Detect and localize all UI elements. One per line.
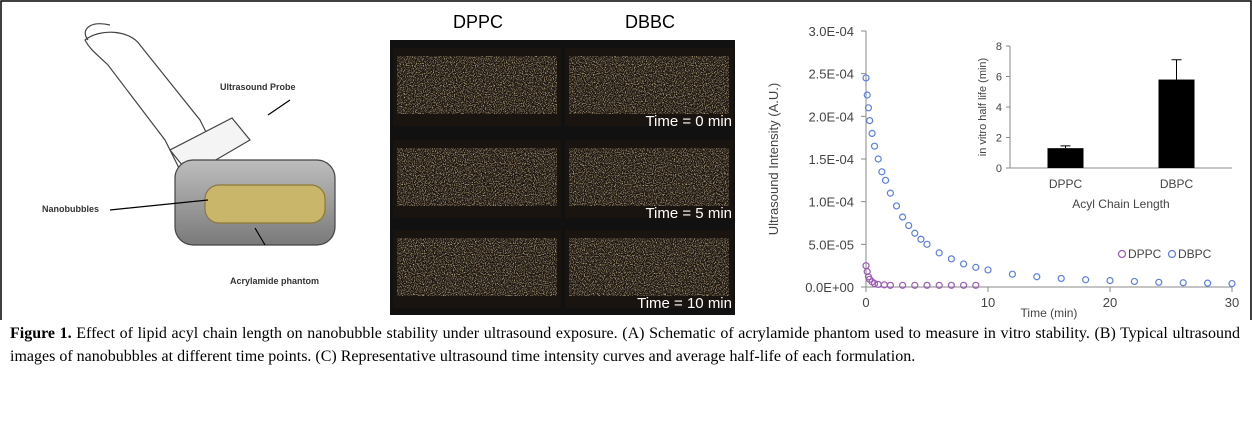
point bbox=[878, 168, 886, 176]
nanobubble-region bbox=[204, 184, 326, 224]
point bbox=[868, 129, 876, 137]
y-tick-label: 2.0E-04 bbox=[808, 109, 854, 124]
point bbox=[947, 281, 956, 289]
point bbox=[1130, 277, 1139, 286]
point bbox=[972, 281, 980, 289]
legend-marker bbox=[1167, 249, 1177, 259]
y-tick-label: 8 bbox=[996, 41, 1002, 53]
point bbox=[1228, 279, 1236, 288]
y-tick-label: 2.5E-04 bbox=[808, 67, 854, 82]
speckle bbox=[569, 238, 729, 296]
point bbox=[864, 104, 873, 112]
point bbox=[863, 91, 871, 99]
point bbox=[911, 281, 919, 289]
point bbox=[892, 202, 901, 210]
time-label: Time = 10 min bbox=[637, 295, 732, 312]
point bbox=[911, 229, 919, 237]
y-tick-label: 3.0E-04 bbox=[808, 24, 854, 39]
x-tick-label: 30 bbox=[1225, 295, 1239, 310]
label: Acrylamide phantom bbox=[230, 276, 319, 286]
y-tick-label: 4 bbox=[996, 102, 1002, 114]
point bbox=[881, 176, 890, 184]
speckle bbox=[397, 148, 557, 206]
point bbox=[923, 281, 931, 289]
error-bar bbox=[1171, 59, 1182, 80]
arrow bbox=[254, 227, 266, 246]
y-tick-label: 6 bbox=[996, 72, 1002, 84]
point bbox=[1203, 279, 1212, 287]
point bbox=[870, 279, 879, 288]
speckle bbox=[397, 56, 557, 114]
bar bbox=[1047, 148, 1084, 168]
point bbox=[959, 281, 968, 289]
point bbox=[972, 263, 980, 271]
label: Ultrasound Probe bbox=[220, 82, 296, 92]
point bbox=[898, 213, 907, 221]
x-tick-label: 20 bbox=[1103, 295, 1117, 310]
point bbox=[959, 260, 968, 268]
x-axis-label: Acyl Chain Length bbox=[1072, 197, 1169, 211]
point bbox=[1081, 276, 1090, 284]
time-label: Time = 5 min bbox=[645, 205, 732, 222]
point bbox=[984, 266, 992, 274]
point bbox=[1179, 279, 1187, 287]
x-axis-label: Time (min) bbox=[1021, 306, 1078, 320]
arrow bbox=[109, 199, 209, 211]
speckle bbox=[397, 238, 557, 296]
ultrasound-images bbox=[390, 40, 735, 315]
y-tick-label: 1.0E-04 bbox=[808, 195, 854, 210]
y-tick-label: 1.5E-04 bbox=[808, 152, 854, 167]
speckle bbox=[569, 56, 729, 114]
point bbox=[886, 189, 895, 197]
y-tick-label: 2 bbox=[996, 133, 1002, 145]
bar bbox=[1158, 79, 1195, 168]
point bbox=[1033, 273, 1041, 281]
y-tick-label: 0 bbox=[996, 163, 1002, 175]
x-tick-label: DBPC bbox=[1160, 177, 1194, 191]
column-label: DBBC bbox=[625, 12, 675, 32]
column-label: DPPC bbox=[453, 12, 503, 32]
point bbox=[898, 281, 907, 289]
point bbox=[1008, 270, 1017, 278]
arrow bbox=[267, 99, 291, 116]
caption: Figure 1. Effect of lipid acyl chain len… bbox=[10, 322, 1240, 368]
cable bbox=[84, 23, 111, 41]
label: Nanobubbles bbox=[42, 204, 99, 214]
point bbox=[862, 74, 870, 82]
point bbox=[863, 268, 871, 276]
x-tick-label: 10 bbox=[981, 295, 995, 310]
point bbox=[917, 235, 925, 243]
point bbox=[1106, 277, 1114, 285]
legend-marker bbox=[1117, 249, 1127, 259]
point bbox=[923, 240, 931, 248]
speckle bbox=[569, 148, 729, 206]
point bbox=[905, 221, 913, 230]
legend-label: DBPC bbox=[1178, 247, 1212, 261]
point bbox=[935, 281, 943, 289]
point bbox=[866, 116, 874, 125]
frame bbox=[0, 0, 1252, 320]
figure: Ultrasound Probe Nanobubbles Acrylamide … bbox=[0, 0, 1252, 320]
legend-label: DPPC bbox=[1128, 247, 1162, 261]
point bbox=[870, 142, 879, 150]
schematic bbox=[84, 23, 336, 246]
x-tick-label: 0 bbox=[862, 295, 869, 310]
y-axis-label: Ultrasound Intensity (A.U.) bbox=[766, 83, 781, 235]
y-axis-label: in vitro half life (min) bbox=[977, 58, 989, 156]
caption-label: Figure 1. bbox=[10, 325, 72, 342]
point bbox=[1057, 274, 1065, 283]
point bbox=[886, 281, 895, 289]
point bbox=[947, 255, 956, 263]
caption-text: Effect of lipid acyl chain length on nan… bbox=[10, 325, 1240, 365]
x-tick-label: DPPC bbox=[1049, 177, 1083, 191]
time-label: Time = 0 min bbox=[645, 113, 732, 130]
point bbox=[935, 249, 943, 257]
point bbox=[874, 155, 882, 163]
y-tick-label: 5.0E-05 bbox=[808, 237, 854, 252]
point bbox=[1155, 278, 1163, 286]
y-tick-label: 0.0E+00 bbox=[805, 280, 854, 295]
error-bar bbox=[1060, 145, 1071, 149]
